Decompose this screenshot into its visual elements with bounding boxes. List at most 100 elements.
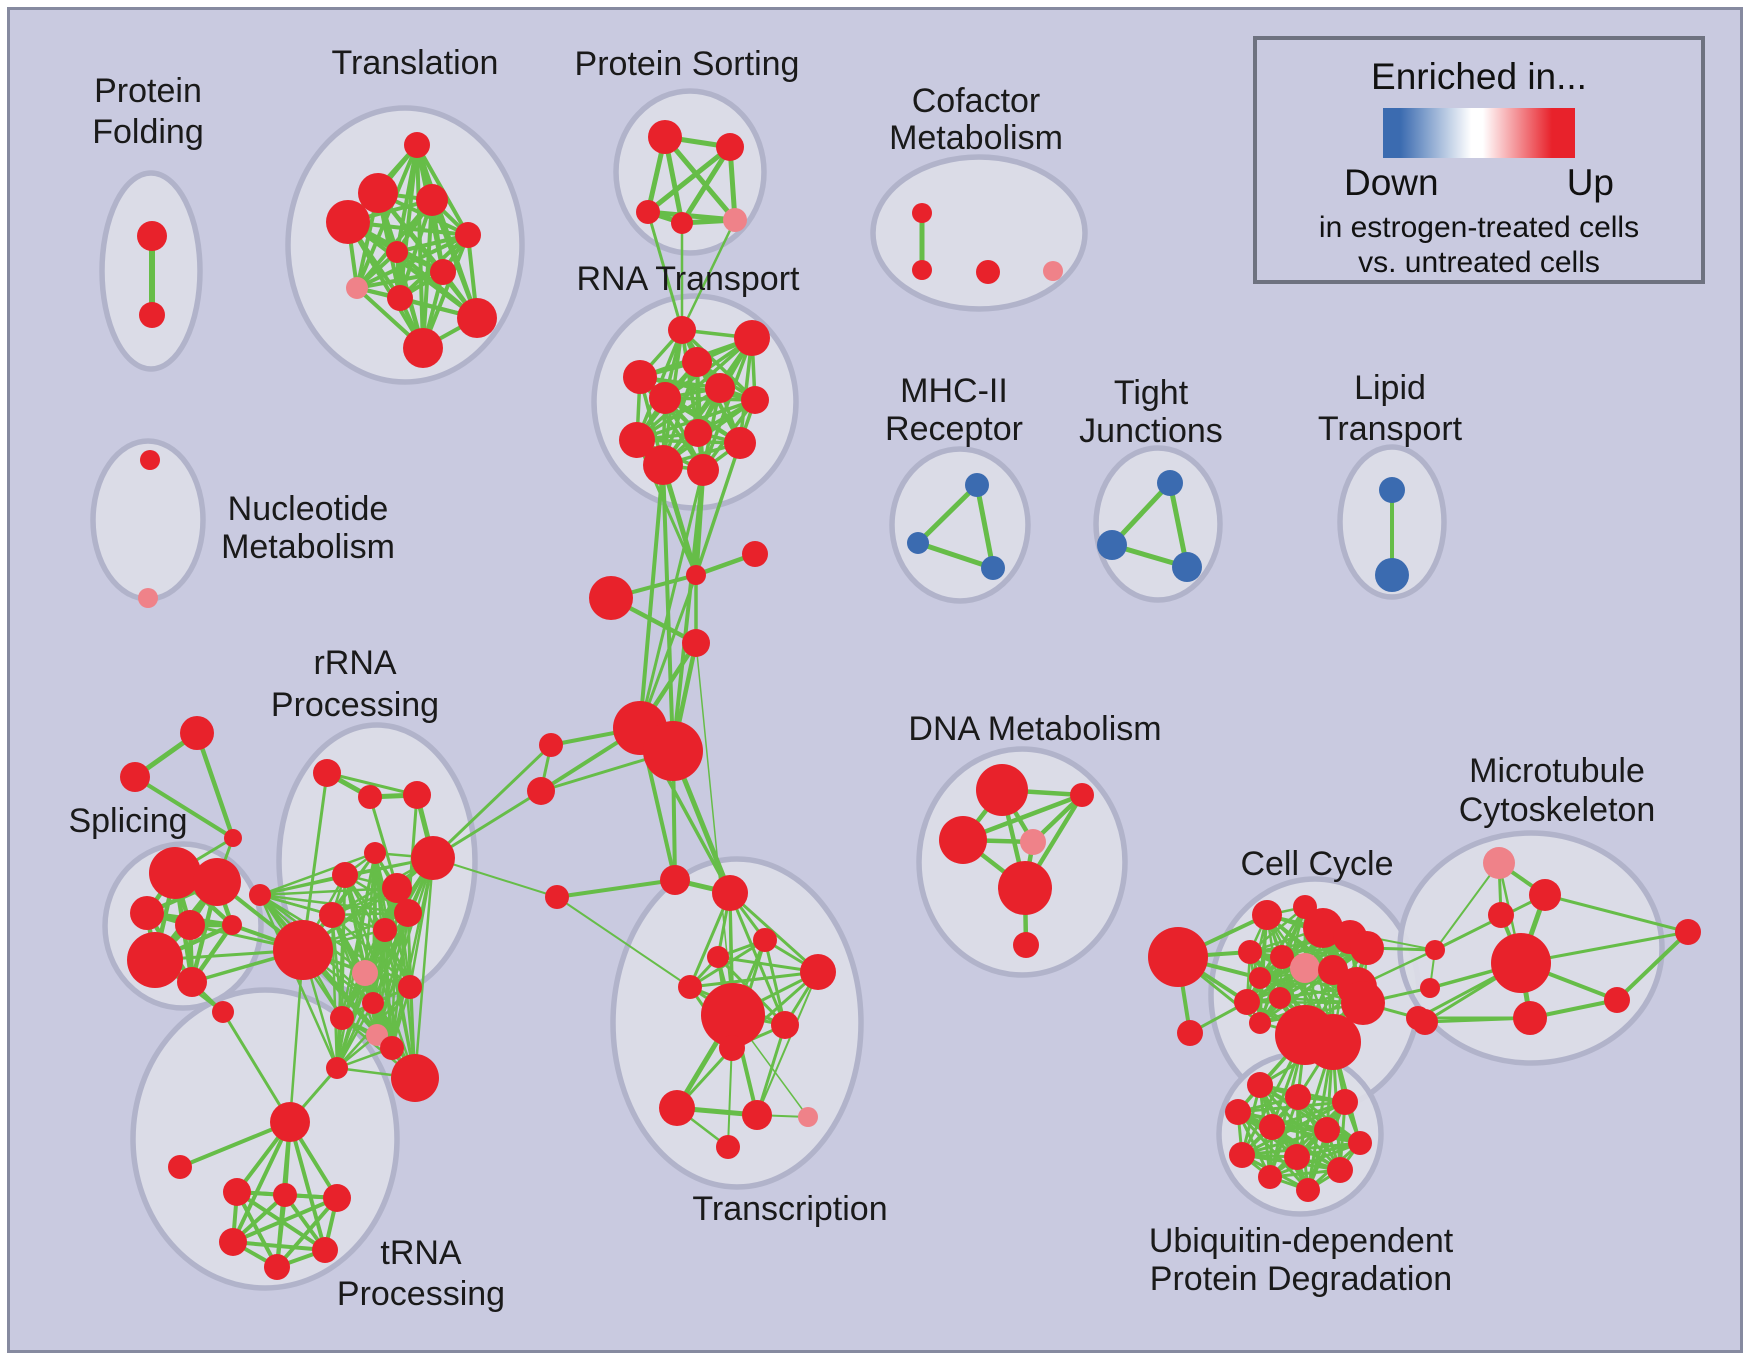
gene-set-node-119 bbox=[1483, 847, 1515, 879]
legend-down-label: Down bbox=[1344, 162, 1439, 203]
gene-set-node-35 bbox=[643, 721, 703, 781]
gene-set-node-117 bbox=[1420, 978, 1440, 998]
gene-set-node-31 bbox=[742, 541, 768, 567]
gene-set-node-142 bbox=[1043, 261, 1063, 281]
cluster-label-microtubule-cytoskeleton: Cytoskeleton bbox=[1459, 791, 1656, 829]
gene-set-node-2 bbox=[404, 132, 430, 158]
cluster-label-cofactor-metabolism: Metabolism bbox=[889, 119, 1063, 157]
gene-set-node-93 bbox=[939, 816, 987, 864]
gene-set-node-121 bbox=[1488, 902, 1514, 928]
gene-set-node-147 bbox=[1097, 530, 1127, 560]
gene-set-node-0 bbox=[137, 221, 167, 251]
cluster-label-mhc-ii-receptor: Receptor bbox=[885, 410, 1023, 448]
gene-set-node-48 bbox=[177, 967, 207, 997]
gene-set-node-139 bbox=[912, 203, 932, 223]
gene-set-node-11 bbox=[457, 298, 497, 338]
gene-set-node-125 bbox=[1675, 919, 1701, 945]
overlap-edge bbox=[662, 134, 738, 223]
gene-set-node-148 bbox=[1172, 552, 1202, 582]
overlap-edge bbox=[974, 482, 996, 571]
cluster-label-protein-sorting: Protein Sorting bbox=[575, 45, 800, 83]
cluster-label-translation: Translation bbox=[332, 44, 499, 82]
overlap-edge bbox=[221, 1010, 292, 1124]
cluster-label-trna-processing: Processing bbox=[337, 1275, 505, 1313]
gene-set-node-43 bbox=[193, 858, 241, 906]
overlap-edge bbox=[1240, 1128, 1329, 1157]
gene-set-node-91 bbox=[976, 764, 1028, 816]
cluster-label-mhc-ii-receptor: MHC-II bbox=[900, 372, 1008, 410]
gene-set-node-68 bbox=[380, 1036, 404, 1060]
gene-set-node-74 bbox=[323, 1184, 351, 1212]
gene-set-node-3 bbox=[358, 173, 398, 213]
gene-set-node-52 bbox=[403, 781, 431, 809]
gene-set-node-21 bbox=[623, 360, 657, 394]
overlap-edge bbox=[194, 730, 236, 841]
gene-set-node-41 bbox=[224, 829, 242, 847]
overlap-edge bbox=[1268, 1100, 1347, 1179]
overlap-edge bbox=[680, 328, 757, 402]
gene-set-node-80 bbox=[753, 928, 777, 952]
gene-set-node-126 bbox=[1412, 1009, 1438, 1035]
gene-set-node-140 bbox=[912, 260, 932, 280]
gene-set-node-110 bbox=[1269, 987, 1291, 1009]
legend-gradient-bar bbox=[1383, 108, 1575, 158]
gene-set-node-64 bbox=[330, 1006, 354, 1030]
overlap-edge bbox=[288, 1120, 327, 1252]
gene-set-node-123 bbox=[1513, 1001, 1547, 1035]
gene-set-node-101 bbox=[1238, 940, 1262, 964]
gene-set-node-39 bbox=[180, 716, 214, 750]
gene-set-node-151 bbox=[140, 450, 160, 470]
overlap-edge bbox=[431, 743, 553, 860]
overlap-edge bbox=[368, 795, 399, 890]
cluster-label-nucleotide-metabolism: Nucleotide bbox=[228, 490, 389, 528]
gene-set-node-57 bbox=[249, 884, 271, 906]
gene-set-node-53 bbox=[364, 842, 386, 864]
gene-set-node-90 bbox=[716, 1135, 740, 1159]
gene-set-node-50 bbox=[313, 759, 341, 787]
gene-set-node-75 bbox=[219, 1228, 247, 1256]
gene-set-node-89 bbox=[798, 1107, 818, 1127]
gene-set-node-36 bbox=[539, 733, 563, 757]
gene-set-node-150 bbox=[1375, 558, 1409, 592]
gene-set-node-81 bbox=[707, 946, 729, 968]
gene-set-node-61 bbox=[352, 960, 378, 986]
gene-set-node-102 bbox=[1270, 945, 1294, 969]
gene-set-node-67 bbox=[366, 1024, 388, 1046]
gene-set-node-149 bbox=[1379, 477, 1405, 503]
gene-set-node-122 bbox=[1491, 933, 1551, 993]
overlap-edge bbox=[231, 1120, 292, 1244]
cluster-label-tight-junctions: Junctions bbox=[1079, 412, 1223, 450]
gene-set-node-143 bbox=[965, 473, 989, 497]
gene-set-node-69 bbox=[326, 1057, 348, 1079]
legend-context-line2: vs. untreated cells bbox=[1358, 246, 1600, 279]
gene-set-node-63 bbox=[362, 992, 384, 1014]
cluster-label-protein-folding: Protein bbox=[94, 72, 202, 110]
overlap-edge bbox=[645, 144, 733, 215]
gene-set-node-7 bbox=[386, 241, 408, 263]
gene-set-node-13 bbox=[648, 120, 682, 154]
gene-set-node-38 bbox=[545, 885, 569, 909]
gene-set-node-133 bbox=[1348, 1131, 1372, 1155]
gene-set-node-145 bbox=[981, 556, 1005, 580]
overlap-edge bbox=[355, 233, 470, 290]
gene-set-node-134 bbox=[1229, 1142, 1255, 1168]
gene-set-node-28 bbox=[643, 445, 683, 485]
gene-set-node-152 bbox=[138, 588, 158, 608]
gene-set-node-62 bbox=[398, 975, 422, 999]
overlap-edge bbox=[1543, 893, 1690, 934]
gene-set-node-77 bbox=[264, 1254, 290, 1280]
gene-set-node-1 bbox=[139, 302, 165, 328]
overlap-edge bbox=[335, 1001, 375, 1070]
cluster-label-cell-cycle: Cell Cycle bbox=[1240, 845, 1393, 883]
cluster-label-cofactor-metabolism: Cofactor bbox=[912, 82, 1041, 120]
overlap-edge bbox=[646, 210, 684, 332]
overlap-edge bbox=[325, 771, 419, 797]
gene-set-node-94 bbox=[1020, 829, 1046, 855]
gene-set-node-14 bbox=[716, 133, 744, 161]
gene-set-node-124 bbox=[1604, 987, 1630, 1013]
overlap-edge bbox=[755, 1023, 787, 1117]
overlap-edge bbox=[638, 463, 665, 730]
gene-set-node-6 bbox=[455, 222, 481, 248]
